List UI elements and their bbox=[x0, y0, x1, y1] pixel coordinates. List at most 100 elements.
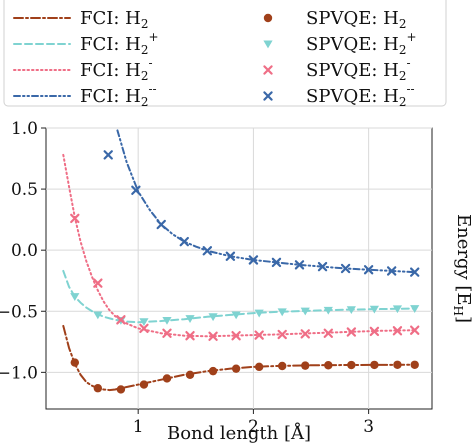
vqe-point-0-12 bbox=[347, 360, 356, 370]
y-axis-label: Energy [EH] bbox=[451, 214, 474, 323]
series-3 bbox=[103, 129, 420, 277]
legend-entry-4: FCI: H2- bbox=[13, 56, 153, 83]
vqe-point-3-0 bbox=[131, 185, 141, 196]
legend-swatch-3 bbox=[263, 40, 273, 49]
vqe-point-0-14 bbox=[393, 360, 402, 369]
vqe-point-1-7 bbox=[231, 311, 241, 320]
legend-entry-7: SPVQE: H2-- bbox=[263, 82, 415, 109]
vqe-point-2-8 bbox=[254, 330, 264, 340]
vqe-point-2-2 bbox=[116, 315, 126, 325]
vqe-point-1-0 bbox=[70, 293, 80, 301]
vqe-point-1-1 bbox=[93, 311, 103, 320]
series-2 bbox=[62, 153, 420, 342]
legend-entry-1: SPVQE: H2 bbox=[263, 8, 406, 31]
y-tick-label-0: −1.0 bbox=[0, 363, 38, 383]
legend-swatch-1 bbox=[263, 13, 273, 23]
legend-entry-6: FCI: H2-- bbox=[13, 82, 157, 109]
vqe-point-2-3 bbox=[139, 323, 149, 334]
vqe-point-2-11 bbox=[323, 328, 333, 338]
vqe-point-2-1 bbox=[93, 278, 103, 288]
vqe-point-3-9 bbox=[340, 263, 351, 274]
vqe-point-3-10 bbox=[363, 265, 374, 275]
legend-label-0: FCI: H2 bbox=[80, 8, 149, 31]
legend-label-4: FCI: H2- bbox=[80, 56, 153, 83]
vqe-point-2-13 bbox=[369, 326, 380, 337]
x-axis-label: Bond length [Å] bbox=[167, 422, 311, 444]
vqe-point-3-4 bbox=[225, 251, 236, 261]
vqe-point-3-11 bbox=[386, 266, 397, 276]
legend-label-1: SPVQE: H2 bbox=[306, 8, 406, 31]
vqe-point-1-10 bbox=[300, 307, 310, 316]
vqe-point-0-1 bbox=[93, 384, 103, 393]
vqe-point-2-12 bbox=[346, 327, 357, 337]
vqe-point-0-2 bbox=[116, 385, 126, 394]
legend: FCI: H2 SPVQE: H2 FCI: H2+ SPVQE: H2+ FCI: H… bbox=[3, 0, 447, 109]
vqe-point-0-4 bbox=[162, 374, 172, 383]
vqe-point-3-6 bbox=[271, 257, 282, 268]
vqe-point-1-14 bbox=[392, 305, 403, 314]
vqe-point-0-7 bbox=[231, 364, 241, 373]
fci-line-3 bbox=[116, 129, 416, 274]
vqe-point-2-6 bbox=[208, 331, 218, 342]
y-tick-label-4: 1.0 bbox=[11, 119, 38, 139]
vqe-point-3-1 bbox=[156, 219, 166, 230]
vqe-point-1-8 bbox=[254, 309, 264, 318]
legend-label-7: SPVQE: H2-- bbox=[306, 82, 415, 109]
vqe-point-0-6 bbox=[208, 366, 218, 376]
vqe-point-2-10 bbox=[300, 329, 310, 339]
vqe-point-3-12 bbox=[410, 267, 420, 277]
legend-entry-5: SPVQE: H2- bbox=[263, 56, 411, 83]
vqe-point-2-15 bbox=[410, 325, 420, 335]
vqe-point-2-9 bbox=[277, 329, 287, 340]
vqe-point-0-15 bbox=[410, 360, 419, 369]
legend-label-5: SPVQE: H2- bbox=[306, 56, 411, 83]
vqe-point-3-2 bbox=[179, 236, 189, 247]
legend-entry-2: FCI: H2+ bbox=[13, 30, 159, 57]
vqe-point-0-8 bbox=[254, 362, 264, 372]
vqe-point-2-14 bbox=[392, 326, 403, 336]
axes: 1 2 3 −1.0 −0.5 0.0 0.5 1.0 Bond length [Å] Energ… bbox=[0, 119, 474, 444]
vqe-point-3-5 bbox=[248, 255, 259, 265]
svg-text:Energy [EH]: Energy [EH] bbox=[451, 214, 474, 323]
y-tick-label-2: 0.0 bbox=[11, 241, 38, 261]
vqe-point-0-3 bbox=[139, 380, 149, 389]
vqe-point-1-13 bbox=[369, 305, 379, 314]
vqe-point-3-3 bbox=[202, 246, 213, 256]
vqe-point-1-9 bbox=[277, 308, 287, 317]
legend-frame bbox=[3, 0, 447, 107]
legend-label-3: SPVQE: H2+ bbox=[306, 30, 417, 57]
y-tick-label-1: −0.5 bbox=[0, 302, 38, 322]
series-0 bbox=[62, 324, 419, 394]
vqe-point-0-0 bbox=[70, 358, 80, 367]
legend-entry-3: SPVQE: H2+ bbox=[263, 30, 417, 57]
x-tick-label-1: 2 bbox=[248, 417, 259, 437]
y-tick-label-3: 0.5 bbox=[11, 180, 38, 200]
vqe-point-1-15 bbox=[410, 305, 420, 313]
legend-label-6: FCI: H2-- bbox=[80, 82, 157, 109]
legend-label-2: FCI: H2+ bbox=[80, 30, 159, 57]
series-group bbox=[62, 129, 420, 394]
vqe-point-1-11 bbox=[323, 306, 333, 315]
vqe-point-1-6 bbox=[208, 313, 218, 322]
vqe-point-2-5 bbox=[185, 330, 195, 341]
vqe-point-0-9 bbox=[278, 361, 287, 371]
legend-entry-0: FCI: H2 bbox=[13, 8, 149, 31]
vqe-point-2-4 bbox=[162, 328, 172, 338]
vqe-point-1-12 bbox=[346, 306, 356, 315]
x-tick-label-0: 1 bbox=[133, 417, 144, 437]
fci-line-0 bbox=[62, 324, 416, 392]
vqe-point-1-4 bbox=[162, 316, 172, 325]
vqe-point-2-0 bbox=[70, 213, 80, 224]
vqe-point-3-8 bbox=[317, 261, 328, 272]
vqe-point-1-5 bbox=[185, 315, 195, 323]
legend-swatch-5 bbox=[263, 65, 273, 75]
vqe-extra-point-3-0 bbox=[103, 150, 113, 160]
legend-swatch-7 bbox=[263, 91, 273, 101]
vqe-point-3-7 bbox=[294, 260, 305, 270]
fci-line-2 bbox=[62, 153, 416, 338]
vqe-point-2-7 bbox=[231, 330, 241, 341]
x-tick-label-2: 3 bbox=[363, 417, 374, 437]
vqe-point-0-13 bbox=[370, 360, 379, 370]
